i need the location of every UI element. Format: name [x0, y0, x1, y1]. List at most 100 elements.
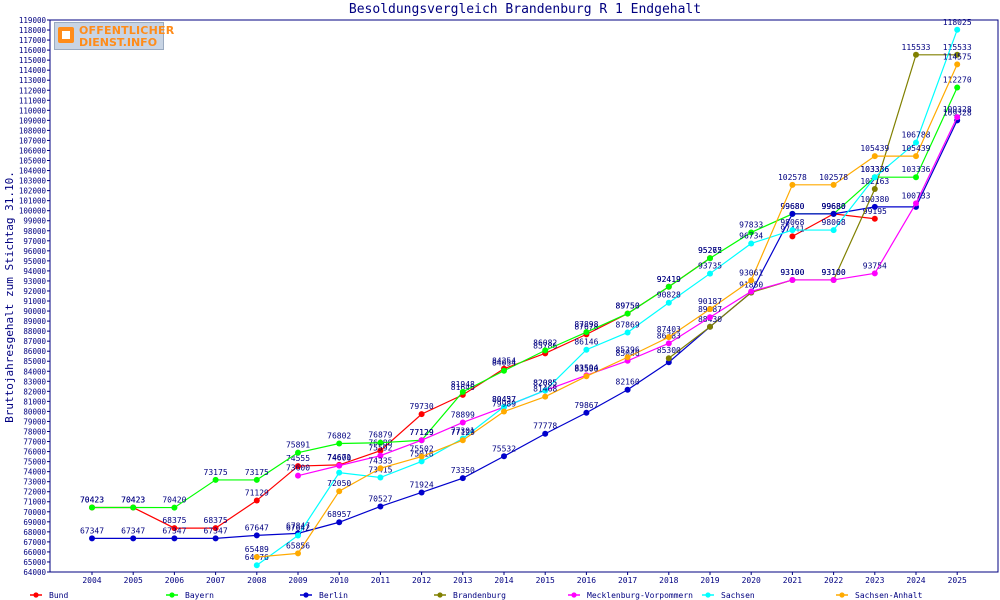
data-point: [171, 535, 178, 542]
data-point: [253, 554, 260, 561]
data-point: [583, 346, 590, 353]
data-label: 100380: [860, 195, 889, 204]
data-label: 73175: [204, 468, 228, 477]
series-sachsen: 6467667642734157501877301804578208586146…: [245, 18, 972, 569]
y-tick-label: 97000: [23, 237, 46, 246]
y-tick-label: 101000: [19, 197, 47, 206]
data-label: 93100: [780, 268, 804, 277]
data-label: 87678: [574, 322, 598, 331]
data-point: [459, 437, 466, 444]
y-tick-label: 117000: [19, 36, 47, 45]
y-tick-label: 111000: [19, 96, 47, 105]
data-point: [583, 373, 590, 380]
y-tick-label: 115000: [19, 56, 47, 65]
data-label: 99680: [822, 202, 846, 211]
y-tick-label: 79000: [23, 417, 46, 426]
y-tick-label: 80000: [23, 407, 46, 416]
y-tick-label: 108000: [19, 126, 47, 135]
plot-area-frame: [49, 19, 999, 573]
y-tick-label: 86000: [23, 347, 46, 356]
y-tick-label: 109000: [19, 116, 47, 125]
data-label: 79989: [492, 400, 516, 409]
data-point: [789, 227, 796, 234]
data-label: 70423: [121, 496, 145, 505]
data-label: 100733: [902, 191, 931, 200]
series-line: [92, 120, 958, 540]
legend-entry: Bayern: [166, 591, 214, 600]
legend-label: Bayern: [185, 591, 214, 600]
data-point: [954, 114, 961, 121]
x-tick-label: 2016: [577, 576, 596, 585]
data-label: 106788: [902, 131, 931, 140]
data-label: 71924: [410, 480, 434, 489]
legend-swatch-dot: [437, 592, 443, 598]
data-point: [913, 51, 919, 58]
data-label: 82085: [533, 378, 557, 387]
data-point: [295, 532, 301, 539]
y-tick-label: 87000: [23, 337, 46, 346]
data-label: 78899: [451, 410, 475, 419]
data-point: [665, 340, 672, 347]
y-tick-label: 92000: [23, 287, 46, 296]
data-point: [913, 200, 919, 207]
x-tick-label: 2007: [206, 576, 225, 585]
data-label: 93100: [822, 268, 846, 277]
data-point: [171, 504, 178, 511]
data-point: [954, 51, 961, 58]
data-label: 85786: [533, 341, 557, 350]
data-label: 84054: [492, 359, 516, 368]
y-tick-label: 106000: [19, 146, 47, 155]
data-label: 98068: [780, 218, 804, 227]
legend-entry: Bund: [30, 591, 68, 600]
data-point: [707, 314, 713, 321]
data-label: 67347: [162, 526, 186, 535]
data-point: [789, 276, 796, 283]
data-point: [913, 153, 919, 160]
data-label: 97833: [739, 220, 763, 229]
data-label: 102578: [819, 173, 848, 182]
x-tick-label: 2025: [948, 576, 967, 585]
data-point: [253, 476, 260, 483]
data-point: [459, 388, 466, 395]
data-point: [748, 288, 755, 295]
legend-entry: Sachsen: [702, 591, 755, 600]
data-point: [913, 174, 919, 181]
series-line: [256, 29, 958, 566]
data-label: 77129: [410, 428, 434, 437]
data-label: 85300: [657, 346, 681, 355]
data-label: 91850: [739, 280, 763, 289]
y-tick-label: 69000: [23, 518, 46, 527]
data-label: 83500: [574, 364, 598, 373]
data-point: [707, 306, 713, 313]
data-label: 115533: [902, 43, 931, 52]
data-point: [583, 409, 590, 416]
legend-entry: Mecklenburg-Vorpommern: [568, 591, 693, 600]
data-label: 103336: [860, 165, 889, 174]
y-tick-label: 110000: [19, 106, 47, 115]
data-point: [336, 469, 343, 476]
data-point: [542, 387, 549, 394]
y-tick-label: 84000: [23, 367, 46, 376]
series-mecklenburg-vorpommern: 73600 74600 75592 77129 78899 80437 82085 83594…: [286, 105, 972, 479]
x-tick-label: 2013: [453, 576, 472, 585]
data-label: 118025: [943, 18, 972, 27]
y-tick-label: 89000: [23, 317, 46, 326]
y-tick-label: 116000: [19, 46, 47, 55]
data-label: 93100: [780, 268, 804, 277]
data-point: [707, 270, 713, 277]
data-point: [789, 210, 796, 217]
x-tick-label: 2010: [330, 576, 349, 585]
data-label: 65856: [286, 541, 310, 550]
data-label: 75532: [492, 444, 516, 453]
x-tick-label: 2009: [288, 576, 307, 585]
data-point: [830, 210, 837, 217]
data-point: [418, 453, 425, 460]
data-label: 73600: [286, 464, 310, 473]
y-tick-label: 83000: [23, 377, 46, 386]
data-point: [789, 233, 796, 240]
y-tick-label: 76000: [23, 448, 46, 457]
y-tick-label: 93000: [23, 277, 46, 286]
data-label: 67347: [80, 526, 104, 535]
data-point: [377, 465, 384, 472]
data-point: [377, 503, 384, 510]
